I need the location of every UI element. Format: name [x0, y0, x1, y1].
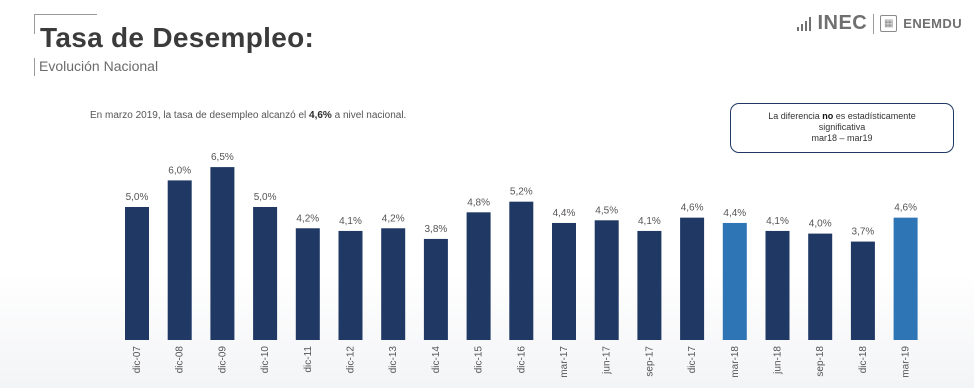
chart-intro-text: En marzo 2019, la tasa de desempleo alca…	[90, 110, 406, 121]
value-label-dic-15: 4,8%	[467, 197, 490, 208]
logo-inec-text: INEC	[817, 12, 868, 34]
significance-note-box: La diferencia no es estadísticamente sig…	[730, 103, 954, 153]
tick-label-dic-08: dic-08	[175, 346, 186, 374]
bar-dic-11	[295, 228, 320, 340]
emblem-icon: ▦	[880, 15, 898, 32]
value-label-dic-09: 6,5%	[211, 152, 234, 163]
tick-label-dic-10: dic-10	[260, 346, 271, 374]
bar-dic-17	[680, 217, 705, 340]
value-label-dic-12: 4,1%	[339, 216, 362, 227]
value-label-sep-17: 4,1%	[638, 216, 661, 227]
value-label-dic-16: 5,2%	[510, 187, 533, 198]
title-frame-corner	[34, 14, 97, 34]
note-line-1-after: es estadísticamente	[833, 111, 916, 121]
inec-logo: INEC ▦ ENEMDU	[797, 12, 962, 35]
tick-label-dic-13: dic-13	[388, 346, 399, 374]
bar-jun-17	[594, 220, 619, 340]
value-label-dic-18: 3,7%	[852, 227, 875, 238]
bar-dic-15	[466, 212, 491, 340]
tick-label-dic-17: dic-17	[687, 346, 698, 374]
value-label-dic-10: 5,0%	[254, 192, 277, 203]
bar-sep-17	[637, 230, 662, 340]
bar-mar-18	[722, 222, 747, 340]
page-title: Tasa de Desempleo:	[40, 22, 315, 53]
tick-label-dic-11: dic-11	[303, 346, 314, 373]
intro-highlight-value: 4,6%	[309, 110, 332, 121]
value-label-dic-13: 4,2%	[382, 213, 405, 224]
tick-label-dic-12: dic-12	[346, 346, 357, 374]
bar-dic-12	[338, 230, 363, 340]
value-label-dic-14: 3,8%	[425, 224, 448, 235]
value-label-dic-07: 5,0%	[126, 192, 149, 203]
page-subtitle: Evolución Nacional	[34, 58, 158, 76]
value-label-mar-18: 4,4%	[723, 208, 746, 219]
bar-mar-19	[893, 217, 918, 340]
value-label-dic-17: 4,6%	[681, 203, 704, 214]
tick-label-mar-17: mar-17	[559, 346, 570, 378]
bar-jun-18	[765, 230, 790, 340]
bar-dic-13	[381, 228, 406, 340]
note-line-3: mar18 – mar19	[811, 133, 873, 143]
bar-dic-08	[167, 180, 192, 340]
tick-label-jun-17: jun-17	[602, 346, 613, 375]
value-label-sep-18: 4,0%	[809, 219, 832, 230]
value-label-mar-19: 4,6%	[894, 203, 917, 214]
value-label-dic-11: 4,2%	[296, 213, 319, 224]
tick-label-dic-18: dic-18	[858, 346, 869, 374]
value-label-jun-17: 4,5%	[595, 205, 618, 216]
bar-dic-07	[125, 207, 149, 340]
logo-survey-text: ENEMDU	[903, 16, 962, 31]
bar-mar-17	[552, 222, 576, 340]
tick-label-dic-15: dic-15	[474, 346, 485, 374]
bar-dic-10	[253, 207, 278, 340]
bar-sep-18	[808, 233, 833, 340]
note-line-1-bold: no	[822, 111, 834, 121]
signal-bars-icon	[797, 16, 812, 31]
tick-label-mar-19: mar-19	[901, 346, 912, 378]
tick-label-dic-09: dic-09	[217, 346, 228, 374]
tick-label-dic-14: dic-14	[431, 346, 442, 374]
intro-text-after: a nivel nacional.	[331, 110, 407, 121]
value-label-mar-17: 4,4%	[553, 208, 576, 219]
bar-dic-14	[423, 238, 448, 340]
tick-label-mar-18: mar-18	[730, 346, 741, 378]
note-line-1: La diferencia no es estadísticamente	[731, 111, 953, 122]
tick-label-jun-18: jun-18	[773, 346, 784, 375]
value-label-dic-08: 6,0%	[168, 165, 191, 176]
bar-dic-09	[210, 167, 235, 340]
logo-divider	[873, 13, 875, 34]
bar-dic-18	[850, 241, 875, 340]
tick-label-sep-18: sep-18	[815, 346, 826, 377]
tick-label-dic-07: dic-07	[132, 346, 143, 374]
bar-dic-16	[509, 201, 534, 340]
note-line-1-before: La diferencia	[768, 111, 823, 121]
value-label-jun-18: 4,1%	[766, 216, 789, 227]
note-line-2: significativa	[818, 122, 866, 132]
intro-text-before: En marzo 2019, la tasa de desempleo alca…	[90, 110, 310, 121]
tick-label-dic-16: dic-16	[516, 346, 527, 374]
tick-label-sep-17: sep-17	[644, 346, 655, 377]
